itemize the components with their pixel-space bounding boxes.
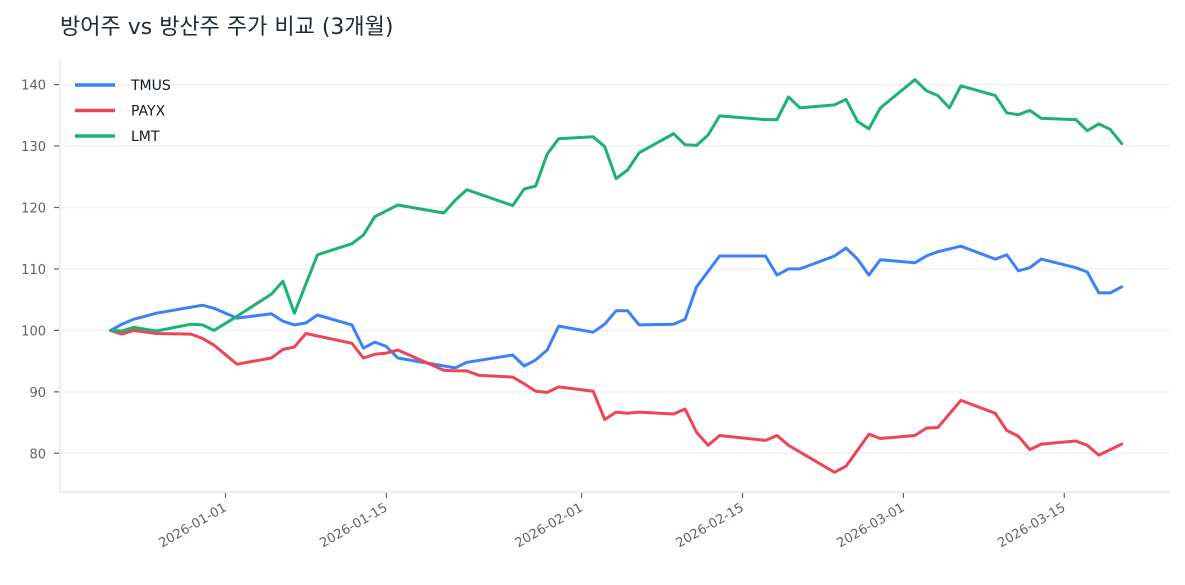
series-line-lmt [109, 78, 1124, 333]
series-line-payx [109, 328, 1124, 474]
y-tick-label: 100 [21, 324, 46, 339]
series-line-tmus [109, 244, 1124, 370]
x-tick-label: 2026-01-01 [157, 500, 230, 551]
x-tick-label: 2026-02-01 [513, 500, 586, 551]
y-tick-label: 120 [21, 201, 46, 216]
chart-title: 방어주 vs 방산주 주가 비교 (3개월) [60, 15, 394, 40]
y-tick-label: 130 [21, 140, 46, 155]
gridlines [60, 83, 1170, 455]
x-tick-label: 2026-03-01 [834, 500, 907, 551]
x-tick-label: 2026-01-15 [317, 500, 390, 551]
x-tick-label: 2026-03-15 [995, 500, 1068, 551]
legend-label-payx: PAYX [131, 104, 166, 120]
legend-label-lmt: LMT [131, 129, 160, 145]
y-tick-label: 140 [21, 79, 46, 94]
x-tick-label: 2026-02-15 [674, 500, 747, 551]
legend: TMUS PAYX LMT [75, 78, 171, 145]
y-tick-label: 80 [29, 447, 46, 462]
series-lines [109, 78, 1124, 474]
legend-label-tmus: TMUS [130, 78, 171, 94]
y-tick-label: 90 [29, 386, 46, 401]
y-tick-label: 110 [21, 263, 46, 278]
